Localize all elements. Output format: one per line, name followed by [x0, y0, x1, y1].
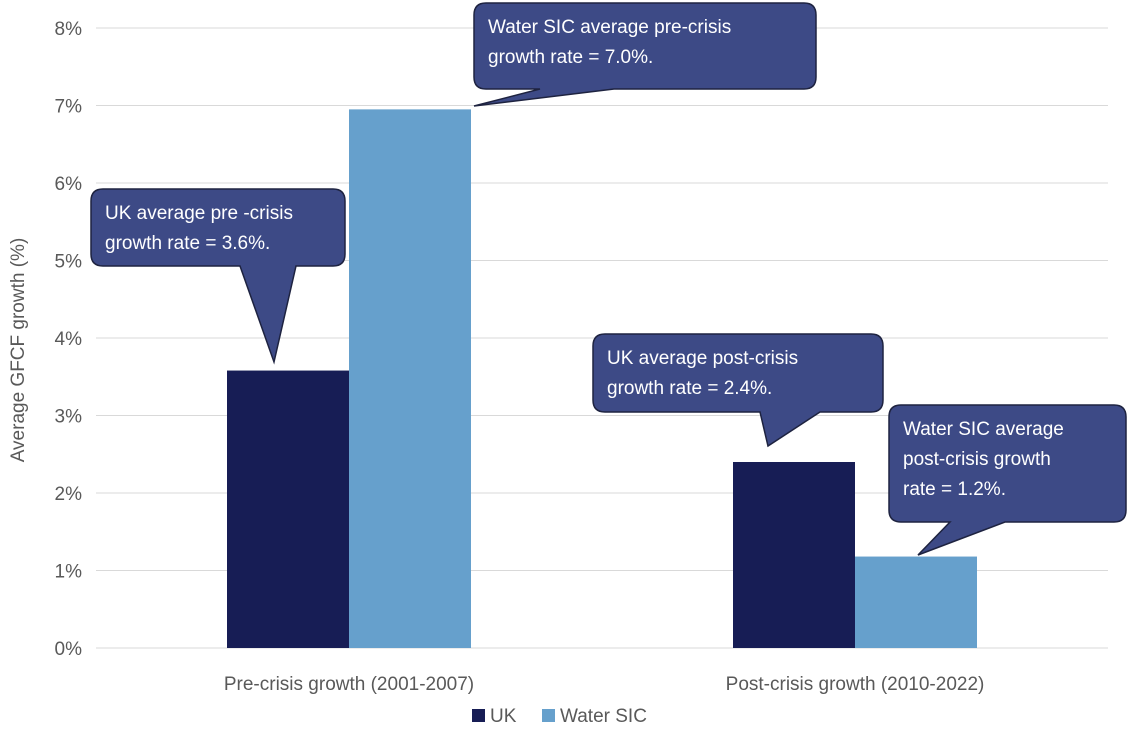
callout-1: UK average pre -crisis growth rate = 3.6%… — [90, 188, 346, 365]
callouts: UK average pre -crisis growth rate = 3.6%… — [90, 2, 1127, 556]
y-tick-label: 3% — [55, 407, 83, 428]
callout-text-line: UK average post-crisis — [607, 348, 798, 369]
x-tick-label: Pre-crisis growth (2001-2007) — [224, 674, 474, 695]
callout-text-line: growth rate = 2.4%. — [607, 378, 772, 399]
callout-bubble — [888, 404, 1127, 556]
y-tick-label: 7% — [55, 97, 83, 118]
y-tick-label: 8% — [55, 19, 83, 40]
y-tick-label: 6% — [55, 174, 83, 195]
callout-text-line: rate = 1.2%. — [903, 479, 1006, 500]
callout-bubble — [473, 2, 817, 107]
callout-text-line: Water SIC average pre-crisis — [488, 17, 731, 38]
y-axis-ticks: 0% 1% 2% 3% 4% 5% 6% 7% 8% — [55, 19, 83, 660]
callout-text-line: post-crisis growth — [903, 449, 1051, 470]
legend: UK Water SIC — [472, 706, 647, 727]
y-tick-label: 5% — [55, 252, 83, 273]
bar-water-sic-0 — [349, 109, 471, 648]
callout-2: Water SIC average pre-crisis growth rate … — [473, 2, 817, 107]
y-tick-label: 0% — [55, 639, 83, 660]
x-tick-label: Post-crisis growth (2010-2022) — [726, 674, 985, 695]
legend-swatch-uk — [472, 709, 485, 722]
callout-text-line: UK average pre -crisis — [105, 203, 293, 224]
callout-text-line: growth rate = 3.6%. — [105, 233, 270, 254]
y-tick-label: 1% — [55, 562, 83, 583]
callout-text-line: Water SIC average — [903, 419, 1064, 440]
callout-text-line: growth rate = 7.0%. — [488, 47, 653, 68]
x-axis-ticks: Pre-crisis growth (2001-2007) Post-crisis… — [224, 674, 984, 695]
bar-water-sic-1 — [855, 556, 977, 648]
callout-bubble — [592, 333, 884, 448]
y-axis-title: Average GFCF growth (%) — [8, 238, 29, 463]
bar-uk-0 — [227, 370, 349, 648]
bar-uk-1 — [733, 462, 855, 648]
y-tick-label: 2% — [55, 484, 83, 505]
legend-label: Water SIC — [560, 706, 647, 727]
legend-swatch-water-sic — [542, 709, 555, 722]
y-tick-label: 4% — [55, 329, 83, 350]
callout-bubble — [90, 188, 346, 365]
callout-3: UK average post-crisis growth rate = 2.4%… — [592, 333, 884, 448]
legend-label: UK — [490, 706, 517, 727]
bars — [227, 109, 977, 648]
callout-4: Water SIC average post-crisis growth rate … — [888, 404, 1127, 556]
